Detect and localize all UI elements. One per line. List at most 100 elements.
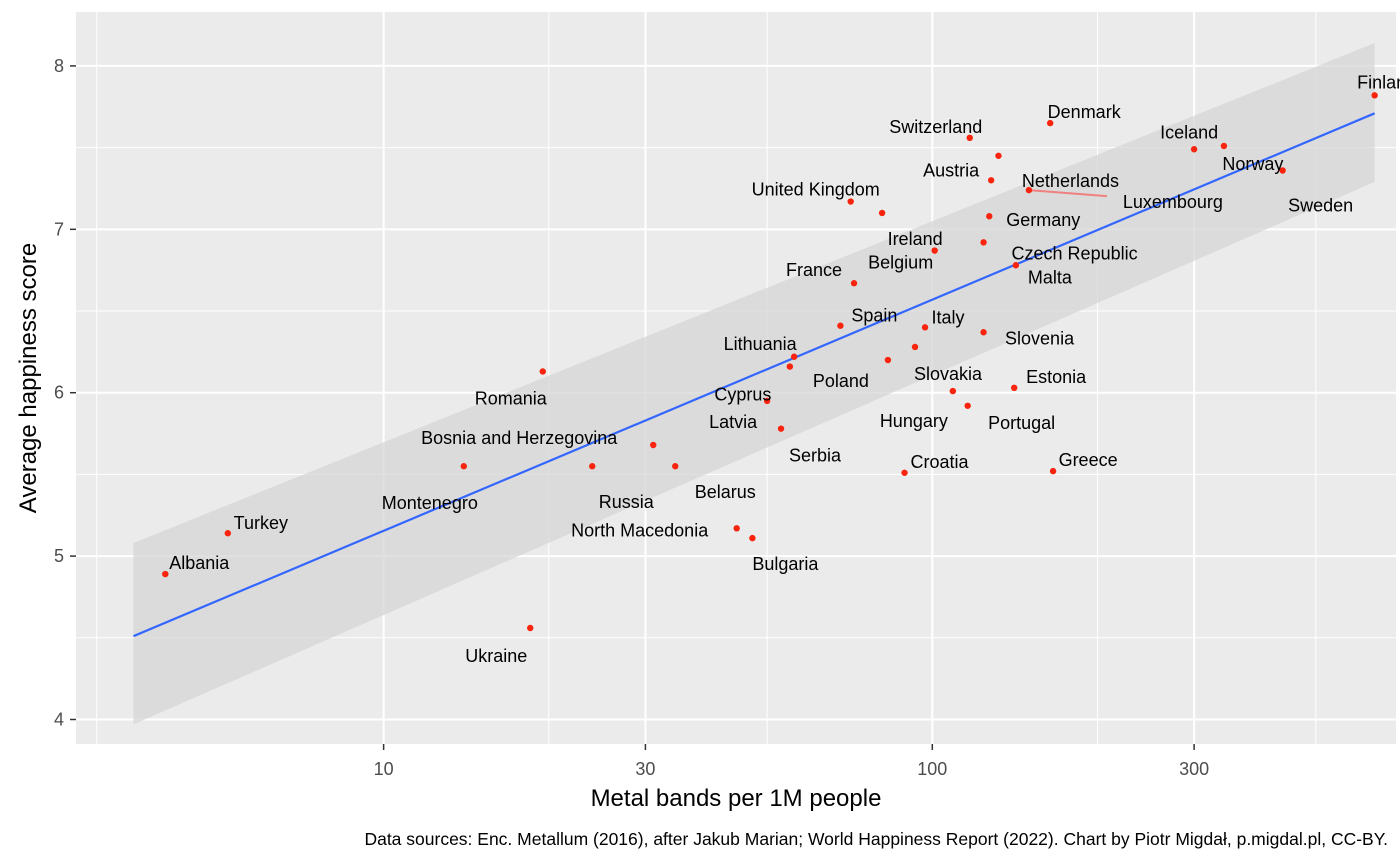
point-belarus xyxy=(672,463,679,470)
point-latvia xyxy=(763,397,771,405)
point-russia xyxy=(589,463,596,470)
label-poland: Poland xyxy=(813,371,869,391)
label-italy: Italy xyxy=(932,307,965,327)
point-slovakia xyxy=(911,343,919,351)
point-romania xyxy=(539,368,546,375)
point-netherlands xyxy=(995,152,1002,159)
label-united-kingdom: United Kingdom xyxy=(752,180,880,200)
confidence-band xyxy=(133,43,1375,725)
label-finland: Finland xyxy=(1357,72,1400,92)
label-norway: Norway xyxy=(1222,154,1283,174)
point-slovenia xyxy=(980,329,987,336)
point-montenegro xyxy=(460,463,468,470)
label-turkey: Turkey xyxy=(234,513,288,533)
point-denmark xyxy=(1046,119,1054,127)
point-lithuania xyxy=(790,353,798,360)
point-bosnia-and-herzegovina xyxy=(650,441,657,449)
label-estonia: Estonia xyxy=(1026,367,1087,387)
point-cyprus xyxy=(786,363,794,370)
point-luxembourg xyxy=(1025,186,1033,194)
label-luxembourg: Luxembourg xyxy=(1123,192,1223,212)
label-hungary: Hungary xyxy=(880,411,948,431)
point-austria xyxy=(987,177,995,184)
point-estonia xyxy=(1010,384,1018,392)
point-malta xyxy=(1012,262,1020,269)
label-belarus: Belarus xyxy=(695,482,756,502)
label-segments xyxy=(1028,189,1108,198)
label-montenegro: Montenegro xyxy=(382,493,478,513)
point-switzerland xyxy=(966,134,973,142)
x-axis-title: Metal bands per 1M people xyxy=(591,785,882,812)
y-tick-label: 5 xyxy=(54,546,64,566)
point-poland xyxy=(884,356,892,364)
label-czech-republic: Czech Republic xyxy=(1012,243,1138,263)
y-tick-label: 4 xyxy=(54,709,64,729)
label-sweden: Sweden xyxy=(1288,195,1353,215)
label-iceland: Iceland xyxy=(1160,122,1218,142)
y-tick-label: 7 xyxy=(54,219,64,239)
label-bosnia-and-herzegovina: Bosnia and Herzegovina xyxy=(421,428,618,448)
x-tick-label: 30 xyxy=(635,759,655,779)
point-norway xyxy=(1220,142,1228,150)
point-iceland xyxy=(1190,146,1198,153)
point-albania xyxy=(162,570,169,578)
label-segment-luxembourg xyxy=(1028,189,1108,198)
point-finland xyxy=(1371,92,1378,99)
chart-caption: Data sources: Enc. Metallum (2016), afte… xyxy=(364,829,1388,849)
point-united-kingdom xyxy=(847,198,854,205)
point-belgium xyxy=(931,247,938,254)
label-lithuania: Lithuania xyxy=(724,334,798,354)
point-ukraine xyxy=(527,624,534,632)
x-axis-ticks: 10 30 100 300 xyxy=(374,744,1209,779)
point-germany xyxy=(986,213,993,220)
point-bulgaria xyxy=(749,534,756,542)
label-belgium: Belgium xyxy=(868,253,933,273)
data-points xyxy=(162,92,1378,632)
y-axis-ticks: 4 5 6 7 8 xyxy=(54,56,76,729)
label-portugal: Portugal xyxy=(988,413,1055,433)
label-slovenia: Slovenia xyxy=(1005,328,1075,348)
y-axis-title: Average happiness score xyxy=(15,243,42,513)
x-tick-label: 10 xyxy=(374,759,394,779)
point-hungary xyxy=(949,387,957,395)
point-greece xyxy=(1049,467,1057,475)
label-france: France xyxy=(786,260,842,280)
label-spain: Spain xyxy=(851,306,897,326)
point-north-macedonia xyxy=(733,525,740,532)
label-austria: Austria xyxy=(923,160,980,180)
point-turkey xyxy=(224,530,232,537)
point-spain xyxy=(837,322,844,329)
label-russia: Russia xyxy=(599,492,655,512)
x-tick-label: 100 xyxy=(917,759,947,779)
label-ukraine: Ukraine xyxy=(465,646,527,666)
point-sweden xyxy=(1279,167,1286,174)
point-serbia xyxy=(777,425,785,432)
point-czech-republic xyxy=(980,239,987,246)
label-bulgaria: Bulgaria xyxy=(752,554,819,574)
label-greece: Greece xyxy=(1059,450,1118,470)
trend-line xyxy=(133,112,1376,638)
label-north-macedonia: North Macedonia xyxy=(571,520,709,540)
label-latvia: Latvia xyxy=(709,412,758,432)
label-albania: Albania xyxy=(169,553,230,573)
label-netherlands: Netherlands xyxy=(1022,171,1119,191)
label-switzerland: Switzerland xyxy=(889,117,982,137)
point-croatia xyxy=(901,469,908,476)
y-tick-label: 6 xyxy=(54,383,64,403)
point-portugal xyxy=(964,402,971,409)
label-romania: Romania xyxy=(475,388,548,408)
label-cyprus: Cyprus xyxy=(714,385,771,405)
label-serbia: Serbia xyxy=(789,446,842,466)
label-croatia: Croatia xyxy=(911,452,970,472)
label-ireland: Ireland xyxy=(888,229,943,249)
y-tick-label: 8 xyxy=(54,56,64,76)
label-malta: Malta xyxy=(1028,267,1073,287)
label-slovakia: Slovakia xyxy=(914,364,983,384)
label-germany: Germany xyxy=(1006,210,1080,230)
label-denmark: Denmark xyxy=(1048,102,1122,122)
point-ireland xyxy=(878,209,886,217)
point-italy xyxy=(921,324,929,331)
x-tick-label: 300 xyxy=(1179,759,1209,779)
